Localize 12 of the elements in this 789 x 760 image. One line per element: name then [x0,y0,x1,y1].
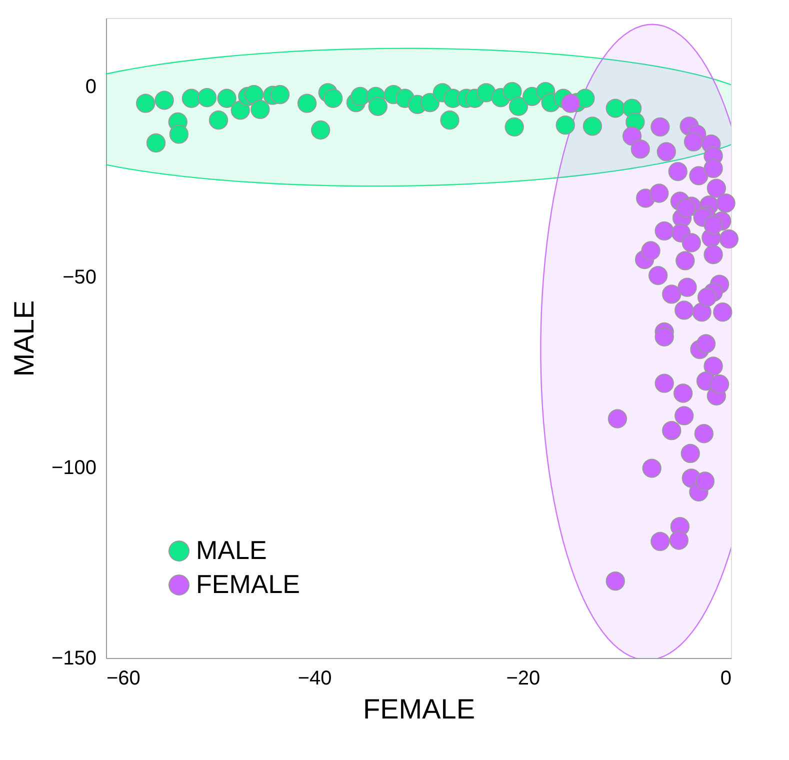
y-tick-label: −150 [51,648,96,670]
legend-label: FEMALE [196,569,300,599]
y-tick-label: −100 [51,457,96,480]
x-tick-label: −20 [506,668,540,690]
legend-label: MALE [196,535,267,565]
y-tick-label: 0 [85,76,96,98]
y-tick-label: −50 [62,266,96,289]
x-axis-title: FEMALE [362,694,476,724]
y-axis-title: MALE [8,300,40,377]
x-tick-label: 0 [720,668,732,690]
x-tick-label: −60 [106,668,140,690]
x-tick-label: −40 [298,668,332,690]
